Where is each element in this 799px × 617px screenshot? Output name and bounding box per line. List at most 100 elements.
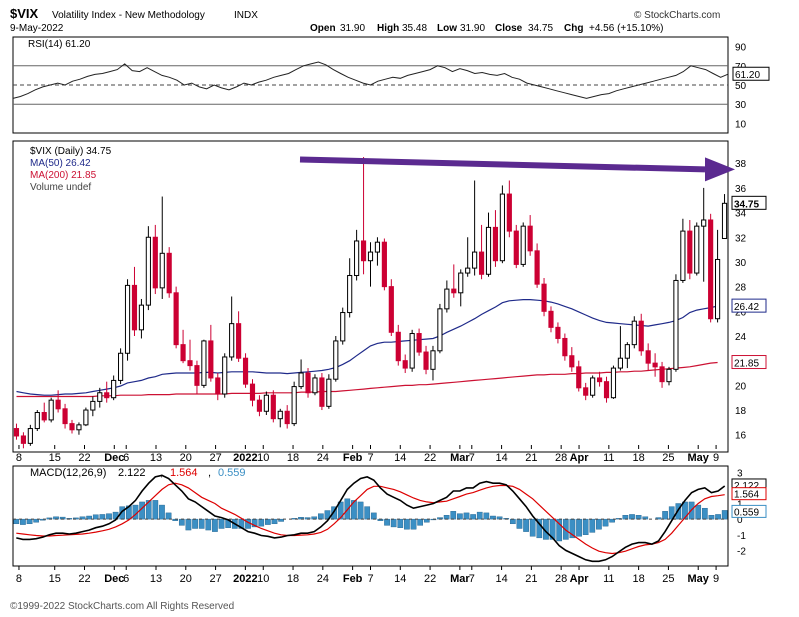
price-tick-label: 20 bbox=[735, 381, 747, 392]
candle-body bbox=[159, 252, 165, 289]
candle-body bbox=[506, 193, 512, 232]
candle-body bbox=[680, 230, 686, 281]
x-tick-label: 8 bbox=[16, 573, 22, 585]
candle-body bbox=[444, 288, 450, 310]
macd-legend-sep2: , bbox=[208, 467, 211, 479]
candle-body bbox=[527, 225, 533, 252]
x-tick-label: 22 bbox=[78, 452, 90, 464]
macd-legend-signal: 1.564 bbox=[170, 467, 198, 479]
macd-tick-label: 3 bbox=[737, 468, 743, 479]
macd-legend-name: MACD(12,26,9) bbox=[30, 467, 106, 479]
candle-body bbox=[236, 323, 242, 359]
macd-histogram-bar bbox=[92, 514, 99, 520]
candle-body bbox=[666, 368, 672, 383]
macd-histogram-bar bbox=[390, 518, 397, 528]
histogram-last-value: 0.559 bbox=[734, 507, 759, 518]
macd-histogram-bar bbox=[357, 501, 364, 520]
rsi-tick-label: 50 bbox=[735, 81, 747, 92]
x-tick-label: 14 bbox=[394, 573, 406, 585]
macd-histogram-bar bbox=[384, 518, 390, 526]
rsi-legend-text: RSI(14) 61.20 bbox=[28, 39, 91, 50]
x-tick-label: 27 bbox=[209, 573, 221, 585]
macd-histogram-bar bbox=[536, 518, 543, 539]
candle-body bbox=[513, 230, 519, 265]
candle-body bbox=[76, 424, 82, 431]
macd-histogram-bar bbox=[404, 518, 410, 530]
macd-histogram-bar bbox=[106, 513, 112, 520]
candle-body bbox=[118, 352, 124, 381]
macd-histogram-bar bbox=[476, 511, 483, 520]
candle-body bbox=[312, 377, 318, 394]
x-tick-label: Mar bbox=[450, 573, 470, 585]
rsi-tick-label: 90 bbox=[735, 43, 747, 54]
quote-date: 9-May-2022 bbox=[10, 23, 64, 34]
candle-body bbox=[319, 377, 325, 407]
candle-body bbox=[492, 226, 499, 262]
macd-histogram-bar bbox=[596, 518, 602, 530]
candle-body bbox=[388, 286, 394, 333]
x-tick-label: 21 bbox=[525, 452, 537, 464]
macd-histogram-bar bbox=[33, 518, 40, 523]
candle-body bbox=[215, 377, 221, 395]
x-tick-label: May bbox=[688, 573, 710, 585]
x-tick-label: 20 bbox=[180, 573, 192, 585]
x-tick-label: 7 bbox=[367, 452, 373, 464]
macd-tick-label: 0 bbox=[737, 515, 743, 526]
x-tick-label: Dec bbox=[104, 452, 124, 464]
candle-body bbox=[138, 304, 145, 331]
candle-body bbox=[541, 283, 547, 312]
candle-body bbox=[596, 377, 603, 383]
candle-body bbox=[402, 360, 408, 369]
macd-histogram-bar bbox=[529, 518, 536, 537]
macd-histogram-bar bbox=[152, 500, 159, 520]
candle-body bbox=[249, 383, 256, 401]
macd-histogram-bar bbox=[715, 514, 721, 520]
macd-histogram-bar bbox=[483, 512, 490, 520]
macd-histogram-bar bbox=[423, 518, 430, 523]
macd-histogram-bar bbox=[549, 518, 556, 540]
x-tick-label: 2022 bbox=[233, 452, 257, 464]
ma200-line bbox=[16, 361, 718, 398]
macd-histogram-bar bbox=[145, 500, 152, 520]
price-frame bbox=[12, 140, 729, 453]
candle-body bbox=[173, 292, 179, 346]
signal-last-value: 1.564 bbox=[734, 490, 759, 501]
candle-body bbox=[721, 202, 728, 239]
x-tick-label: 22 bbox=[424, 452, 436, 464]
candle-body bbox=[55, 399, 61, 410]
candle-body bbox=[610, 367, 617, 399]
price-tick-label: 18 bbox=[735, 406, 747, 417]
candle-body bbox=[576, 366, 582, 389]
x-tick-label: 24 bbox=[317, 452, 329, 464]
macd-histogram-bar bbox=[39, 518, 46, 521]
macd-histogram-bar bbox=[602, 518, 609, 527]
ohlc-summary: Open 31.90 High 35.48 Low 31.90 Close 34… bbox=[310, 23, 664, 34]
x-tick-label: 6 bbox=[123, 573, 129, 585]
macd-histogram-bar bbox=[635, 515, 642, 520]
candle-body bbox=[298, 372, 304, 388]
candle-body bbox=[458, 272, 464, 294]
x-tick-label: 18 bbox=[633, 452, 645, 464]
candle-body bbox=[374, 241, 381, 253]
x-tick-label: 10 bbox=[257, 573, 269, 585]
x-tick-label: 14 bbox=[394, 452, 406, 464]
candle-body bbox=[256, 399, 263, 412]
price-tick-label: 38 bbox=[735, 159, 747, 170]
macd-histogram-bar bbox=[198, 518, 205, 529]
candle-body bbox=[20, 435, 26, 444]
candle-body bbox=[222, 356, 228, 395]
macd-histogram-bar bbox=[708, 515, 715, 520]
x-tick-label: 14 bbox=[495, 452, 507, 464]
macd-histogram-bar bbox=[265, 518, 271, 525]
candle-body bbox=[701, 219, 707, 227]
candle-body bbox=[194, 365, 200, 386]
ma50-last-value-box bbox=[731, 298, 767, 313]
macd-legend: MACD(12,26,9) 2.122 , 1.564 , 0.559 bbox=[30, 467, 246, 479]
candle-body bbox=[263, 394, 269, 412]
rsi-last-value-box bbox=[732, 66, 770, 81]
macd-histogram-bar bbox=[675, 503, 682, 520]
candle-body bbox=[90, 400, 96, 411]
candle-body bbox=[499, 193, 505, 262]
